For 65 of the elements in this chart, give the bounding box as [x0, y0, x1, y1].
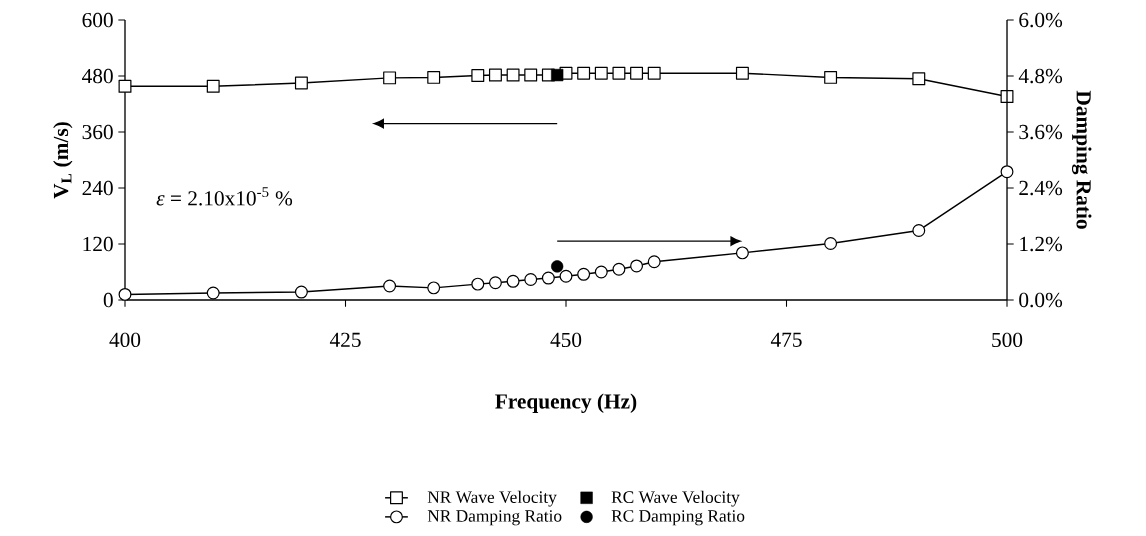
y2-axis-title: Damping Ratio	[1071, 90, 1092, 229]
point	[630, 66, 644, 80]
legend-label: RC Damping Ratio	[611, 510, 745, 526]
point	[471, 277, 485, 291]
y-tick-label: 360	[82, 124, 113, 140]
point	[294, 285, 308, 299]
point	[383, 279, 397, 293]
x-tick-label: 475	[770, 332, 802, 347]
y-tick-label: 240	[82, 180, 113, 196]
point	[294, 76, 308, 90]
point	[118, 287, 132, 301]
point	[577, 267, 591, 281]
point	[118, 79, 132, 93]
point	[524, 273, 538, 286]
point	[551, 260, 564, 273]
point	[647, 255, 661, 269]
y-tick-label: 480	[82, 68, 113, 84]
y2-tick-label: 0.0%	[1019, 292, 1063, 308]
legend-label: NR Damping Ratio	[427, 510, 562, 526]
point	[912, 224, 926, 237]
y-tick-label: 120	[83, 236, 113, 252]
point	[427, 281, 441, 295]
y2-tick-label: 3.6%	[1019, 124, 1063, 140]
point	[612, 262, 626, 276]
point	[594, 66, 608, 80]
y-tick-label: 0	[103, 292, 113, 308]
x-tick-label: 425	[329, 332, 361, 348]
point	[488, 68, 502, 82]
point	[541, 271, 555, 285]
y-tick-label: 600	[82, 12, 113, 28]
point	[506, 68, 520, 82]
point	[559, 269, 573, 283]
legend-label: NR Wave Velocity	[427, 490, 557, 507]
y2-tick-label: 6.0%	[1019, 12, 1063, 28]
point	[206, 286, 220, 300]
y2-tick-label: 4.8%	[1018, 68, 1063, 84]
point	[383, 71, 397, 85]
point	[824, 237, 838, 250]
point	[524, 68, 538, 82]
x-axis-title: Frequency (Hz)	[495, 393, 637, 413]
point	[551, 68, 564, 82]
point	[912, 72, 926, 86]
point	[1000, 90, 1014, 103]
y-axis-title: V$_{L}$ (m/s)	[53, 122, 73, 199]
y2-tick-label: 2.4%	[1019, 180, 1063, 196]
annotation: ε = 2.10x10$^{-5}$ %	[156, 187, 293, 206]
point	[427, 70, 441, 84]
point	[594, 265, 608, 279]
point	[735, 66, 749, 80]
point	[647, 66, 661, 80]
x-tick-label: 450	[550, 332, 582, 348]
point	[630, 259, 644, 273]
point	[506, 274, 520, 288]
y2-tick-label: 1.2%	[1020, 236, 1063, 252]
x-tick-label: 500	[992, 332, 1023, 348]
point	[1000, 165, 1014, 179]
point	[577, 66, 591, 80]
point	[488, 276, 502, 290]
point	[735, 246, 749, 260]
point	[206, 79, 220, 93]
x-tick-label: 400	[109, 332, 141, 348]
legend-label: RC Wave Velocity	[611, 490, 740, 507]
point	[471, 69, 485, 82]
point	[612, 66, 626, 80]
point	[824, 70, 838, 84]
